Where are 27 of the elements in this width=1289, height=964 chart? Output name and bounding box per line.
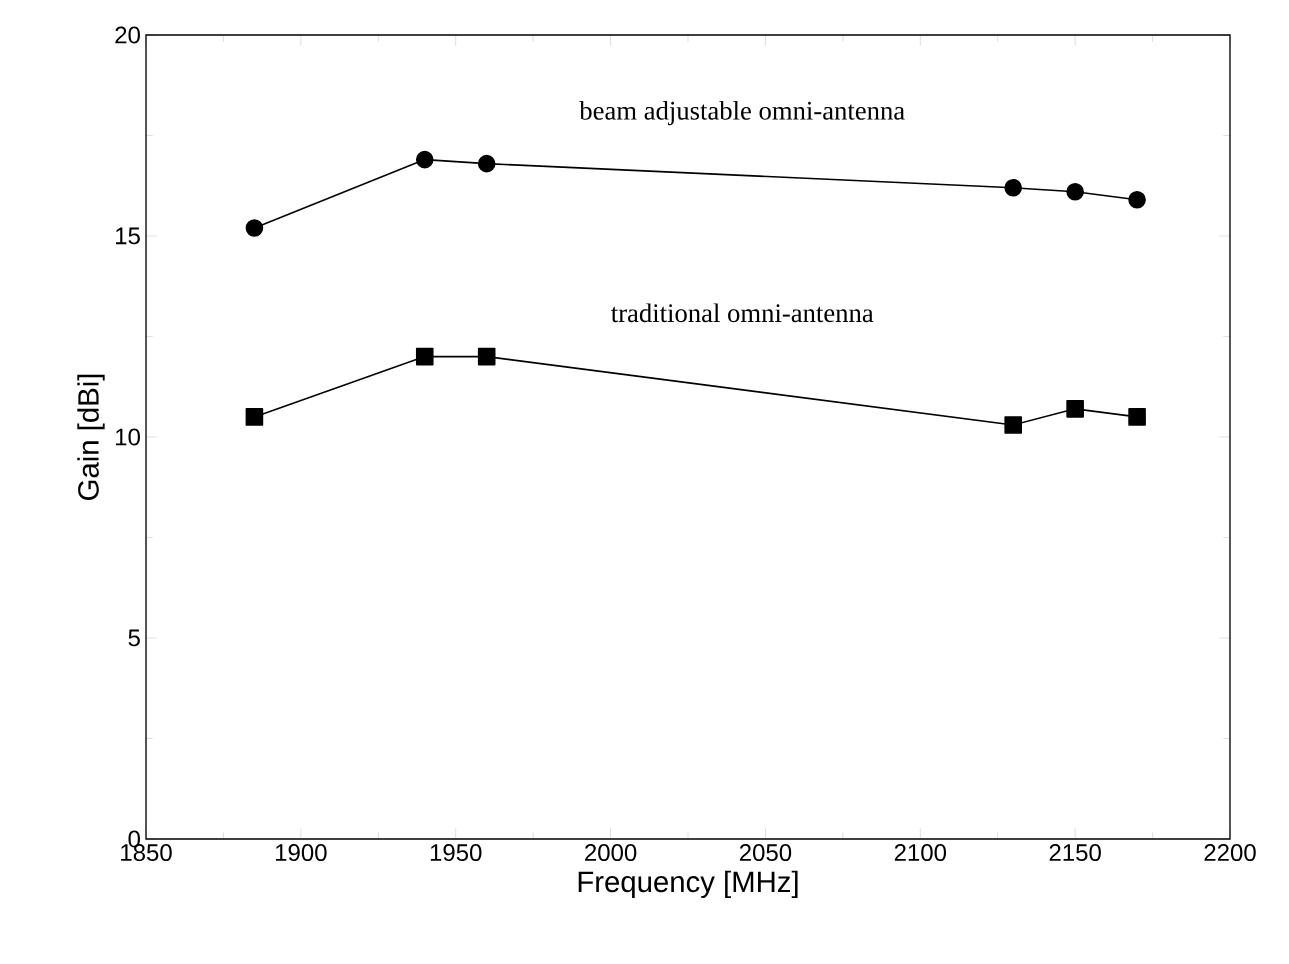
point xyxy=(1004,416,1022,434)
y-axis-title: Gain [dBi] xyxy=(77,374,105,500)
point xyxy=(1066,182,1084,201)
series-label: traditional omni-antenna xyxy=(611,303,874,323)
point xyxy=(245,408,264,426)
x-tick-label: 1900 xyxy=(275,844,327,862)
x-tick-label: 2100 xyxy=(894,844,947,862)
x-tick-label: 2200 xyxy=(1204,844,1256,862)
y-tick-label: 10 xyxy=(116,428,140,446)
series-label: beam adjustable omni-antenna xyxy=(579,100,905,126)
point xyxy=(477,347,496,366)
point xyxy=(1128,408,1146,426)
x-tick-label: 2000 xyxy=(585,844,637,862)
x-tick-label: 2150 xyxy=(1049,844,1101,862)
point xyxy=(1128,191,1146,209)
x-axis-title: Frequency [MHz] xyxy=(578,870,798,898)
point xyxy=(1066,400,1084,418)
point xyxy=(415,150,434,169)
point xyxy=(477,154,496,173)
y-tick-label: 20 xyxy=(115,26,140,44)
point xyxy=(415,347,434,366)
y-tick-label: 5 xyxy=(128,629,140,647)
y-tick-label: 15 xyxy=(116,227,140,245)
x-tick-label: 1950 xyxy=(430,844,482,862)
point xyxy=(1004,178,1022,197)
point xyxy=(245,219,264,237)
x-tick-label: 2050 xyxy=(739,844,792,862)
